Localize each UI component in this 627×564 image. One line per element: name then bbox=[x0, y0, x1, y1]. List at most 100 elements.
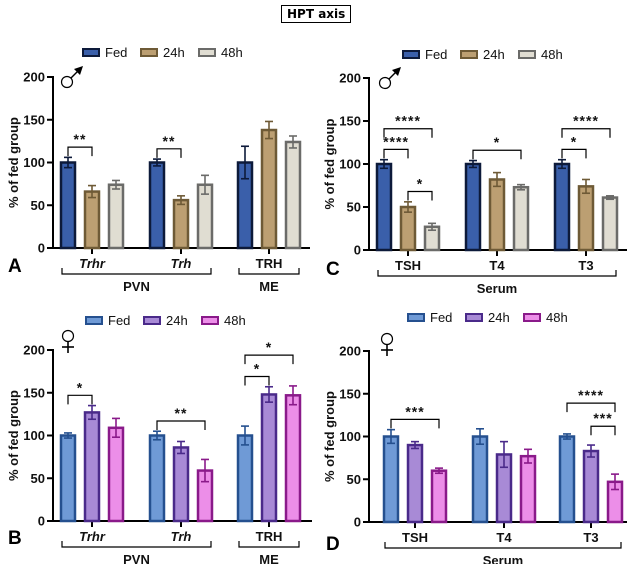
bar-tsh-fed bbox=[382, 435, 400, 524]
legend-label-24h: 24h bbox=[488, 310, 510, 325]
significance-label: ** bbox=[175, 405, 188, 421]
significance-bracket bbox=[561, 128, 611, 138]
bar-t3-24h bbox=[577, 185, 595, 252]
legend-label-48h: 48h bbox=[541, 47, 563, 62]
bar-trh-48h bbox=[284, 140, 302, 250]
group-bracket-me bbox=[238, 268, 300, 275]
significance-bracket bbox=[566, 402, 616, 413]
legend-swatch-48h bbox=[201, 316, 219, 325]
legend-label-fed: Fed bbox=[425, 47, 447, 62]
bar-tsh-24h bbox=[406, 443, 424, 524]
y-tick-label: 50 bbox=[347, 200, 361, 215]
bar-trh-24h bbox=[172, 198, 190, 250]
significance-label: * bbox=[77, 379, 83, 395]
significance-bracket bbox=[590, 425, 616, 436]
y-tick-label: 200 bbox=[23, 70, 45, 85]
bar-t4-fed bbox=[471, 435, 489, 524]
significance-label: **** bbox=[383, 133, 409, 149]
legend-label-48h: 48h bbox=[546, 310, 568, 325]
bar-t3-48h bbox=[601, 196, 619, 252]
male-symbol-icon bbox=[378, 76, 392, 90]
panel-c: Fed 24h 48h 0 50 100 150 200 % of fed group TSH T4… bbox=[322, 47, 627, 296]
legend-swatch-fed bbox=[82, 48, 100, 57]
figure-title: HPT axis bbox=[281, 5, 352, 23]
panel-b: Fed 24h 48h 0 50 100 150 200 % of fed group Trhr T… bbox=[6, 313, 312, 564]
y-tick-label: 100 bbox=[339, 157, 361, 172]
significance-bracket bbox=[390, 418, 440, 429]
legend-swatch-fed bbox=[407, 313, 425, 322]
significance-label: * bbox=[254, 361, 260, 377]
group-label-pvn: PVN bbox=[123, 552, 150, 564]
bar-tsh-48h bbox=[430, 469, 448, 524]
significance-label: **** bbox=[395, 113, 421, 129]
x-tick-label-t4: T4 bbox=[496, 530, 512, 545]
legend-label-fed: Fed bbox=[105, 45, 127, 60]
male-symbol-icon bbox=[60, 75, 74, 89]
y-tick-label: 0 bbox=[354, 243, 361, 258]
x-tick-label-t3: T3 bbox=[578, 258, 593, 273]
y-tick-label: 200 bbox=[339, 344, 361, 359]
significance-bracket bbox=[383, 148, 409, 159]
y-tick-label: 150 bbox=[23, 385, 45, 400]
x-tick-label-trhr: Trhr bbox=[79, 256, 106, 271]
group-label-pvn: PVN bbox=[123, 279, 150, 294]
legend-label-48h: 48h bbox=[224, 313, 246, 328]
legend-swatch-48h bbox=[518, 50, 536, 59]
panel-label-b: B bbox=[8, 528, 22, 549]
y-axis-label: % of fed group bbox=[322, 118, 337, 209]
legend-label-24h: 24h bbox=[483, 47, 505, 62]
significance-bracket bbox=[156, 148, 182, 158]
bar-trh-24h bbox=[260, 128, 278, 250]
group-label-serum: Serum bbox=[477, 281, 517, 296]
significance-bracket bbox=[67, 146, 93, 157]
significance-bracket bbox=[67, 394, 93, 405]
legend-swatch-fed bbox=[402, 50, 420, 59]
bar-trhr-fed bbox=[59, 434, 77, 523]
bar-trhr-24h bbox=[83, 411, 101, 523]
panel-label-d: D bbox=[326, 534, 340, 555]
bar-trh-24h bbox=[260, 393, 278, 523]
male-symbol-arrowhead bbox=[74, 66, 83, 75]
x-tick-label-t3: T3 bbox=[583, 530, 598, 545]
bar-trh-fed bbox=[236, 434, 254, 523]
significance-bracket bbox=[407, 190, 433, 201]
significance-label: * bbox=[494, 134, 500, 150]
legend-label-48h: 48h bbox=[221, 45, 243, 60]
y-tick-label: 0 bbox=[354, 515, 361, 530]
y-tick-label: 150 bbox=[339, 114, 361, 129]
significance-bracket bbox=[383, 128, 433, 138]
x-tick-label-t4: T4 bbox=[489, 258, 505, 273]
legend-label-24h: 24h bbox=[166, 313, 188, 328]
bar-tsh-fed bbox=[375, 162, 393, 252]
bar-trhr-24h bbox=[83, 190, 101, 250]
y-tick-label: 0 bbox=[38, 514, 45, 529]
panel-label-c: C bbox=[326, 259, 340, 280]
bar-tsh-24h bbox=[399, 205, 417, 252]
bar-trhr-48h bbox=[107, 426, 125, 523]
group-bracket-pvn bbox=[61, 268, 212, 275]
group-label-me: ME bbox=[259, 552, 279, 564]
bar-t3-24h bbox=[582, 449, 600, 524]
bar-t4-48h bbox=[519, 454, 537, 524]
y-axis-label: % of fed group bbox=[322, 391, 337, 482]
y-tick-label: 50 bbox=[31, 198, 45, 213]
bar-trh-24h bbox=[172, 446, 190, 523]
panel-a: Fed 24h 48h 0 50 100 150 200 % of fed group Trhr T… bbox=[6, 45, 310, 294]
x-tick-label-trhr: Trhr bbox=[79, 529, 106, 544]
bar-t4-fed bbox=[464, 162, 482, 252]
significance-bracket bbox=[244, 354, 294, 365]
y-tick-label: 0 bbox=[38, 241, 45, 256]
bar-t3-fed bbox=[553, 162, 571, 252]
legend-label-fed: Fed bbox=[430, 310, 452, 325]
y-tick-label: 100 bbox=[23, 428, 45, 443]
y-axis-label: % of fed group bbox=[6, 390, 21, 481]
legend-swatch-48h bbox=[523, 313, 541, 322]
legend-label-fed: Fed bbox=[108, 313, 130, 328]
y-tick-label: 150 bbox=[23, 112, 45, 127]
male-symbol-arrowhead bbox=[392, 67, 401, 76]
female-symbol-icon bbox=[61, 329, 75, 343]
y-tick-label: 50 bbox=[347, 472, 361, 487]
x-tick-label-trh: Trh bbox=[171, 256, 192, 271]
significance-label: ** bbox=[163, 133, 176, 149]
